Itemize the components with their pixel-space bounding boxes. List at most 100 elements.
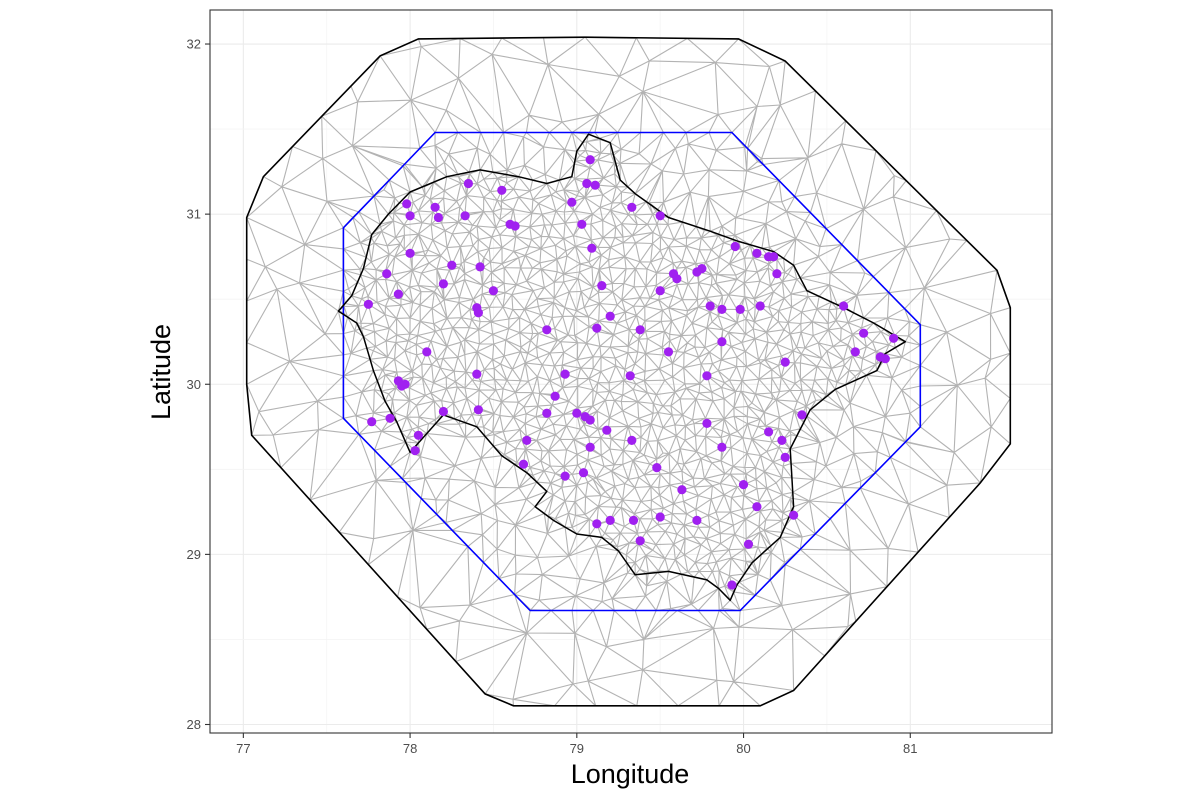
station-point bbox=[602, 425, 612, 435]
station-point bbox=[430, 202, 440, 212]
x-tick-label: 79 bbox=[570, 741, 584, 756]
station-point bbox=[859, 328, 869, 338]
station-point bbox=[677, 485, 687, 495]
station-point bbox=[655, 211, 665, 221]
station-point bbox=[717, 304, 727, 314]
station-point bbox=[397, 381, 407, 391]
x-axis-ticks: 77 78 79 80 81 bbox=[236, 733, 918, 756]
station-point bbox=[797, 410, 807, 420]
station-point bbox=[692, 515, 702, 526]
y-axis-ticks: 28 29 30 31 32 bbox=[187, 37, 210, 732]
station-point bbox=[592, 323, 602, 333]
station-point bbox=[635, 325, 645, 335]
station-point bbox=[627, 202, 637, 212]
station-point bbox=[542, 408, 552, 418]
station-point bbox=[475, 262, 485, 272]
station-point bbox=[577, 219, 587, 229]
station-point bbox=[743, 539, 754, 549]
y-axis-title: Latitude bbox=[146, 324, 176, 420]
station-point bbox=[582, 178, 592, 189]
station-point bbox=[592, 519, 602, 529]
station-point bbox=[438, 406, 448, 417]
y-tick-label: 31 bbox=[187, 207, 201, 222]
station-point bbox=[880, 354, 890, 364]
station-point bbox=[488, 286, 498, 296]
station-point bbox=[385, 413, 395, 423]
station-point bbox=[692, 267, 702, 277]
station-point bbox=[422, 347, 432, 357]
x-tick-label: 77 bbox=[236, 741, 250, 756]
station-point bbox=[635, 536, 645, 546]
station-point bbox=[727, 580, 737, 590]
station-point bbox=[850, 347, 860, 357]
station-point bbox=[497, 185, 507, 195]
station-point bbox=[560, 471, 570, 481]
station-point bbox=[402, 199, 412, 209]
station-point bbox=[447, 260, 457, 270]
station-point bbox=[367, 417, 377, 427]
station-point bbox=[769, 252, 779, 262]
station-point bbox=[585, 442, 595, 452]
station-point bbox=[382, 269, 392, 279]
station-point bbox=[587, 243, 597, 253]
station-point bbox=[752, 248, 762, 258]
station-point bbox=[717, 442, 727, 452]
station-point bbox=[473, 308, 483, 318]
station-point bbox=[777, 435, 787, 445]
station-point bbox=[560, 369, 570, 379]
station-point bbox=[655, 286, 665, 296]
station-point bbox=[705, 301, 715, 311]
station-point bbox=[627, 435, 637, 445]
points-layer bbox=[363, 155, 899, 590]
boundary-layer bbox=[245, 36, 1012, 707]
station-point bbox=[764, 427, 774, 437]
station-point bbox=[542, 325, 552, 335]
station-point bbox=[572, 408, 582, 418]
station-point bbox=[405, 248, 415, 258]
station-point bbox=[780, 357, 790, 367]
station-point bbox=[889, 333, 899, 343]
station-point bbox=[472, 369, 482, 379]
station-point bbox=[772, 269, 782, 279]
station-point bbox=[438, 279, 448, 289]
station-point bbox=[839, 301, 849, 311]
station-point bbox=[463, 178, 473, 189]
station-point bbox=[628, 515, 639, 526]
station-point bbox=[510, 221, 520, 231]
station-point bbox=[655, 512, 665, 522]
station-point bbox=[413, 430, 423, 440]
y-tick-label: 32 bbox=[187, 37, 201, 52]
region-outline bbox=[337, 133, 907, 602]
station-point bbox=[567, 197, 577, 207]
station-point bbox=[789, 510, 799, 520]
station-point bbox=[625, 371, 635, 381]
station-point bbox=[605, 515, 615, 526]
station-point bbox=[672, 274, 682, 284]
x-axis-title: Longitude bbox=[571, 759, 690, 789]
x-tick-label: 81 bbox=[903, 741, 917, 756]
station-point bbox=[730, 241, 740, 252]
x-tick-label: 80 bbox=[736, 741, 750, 756]
station-point bbox=[752, 502, 762, 512]
station-point bbox=[663, 347, 674, 357]
station-point bbox=[780, 452, 790, 462]
station-point bbox=[363, 299, 373, 309]
station-point bbox=[522, 435, 532, 445]
y-tick-label: 30 bbox=[187, 377, 201, 392]
y-tick-label: 29 bbox=[187, 547, 201, 562]
station-point bbox=[433, 212, 443, 223]
station-point bbox=[578, 468, 589, 478]
station-point bbox=[550, 391, 560, 401]
station-point bbox=[585, 415, 595, 425]
panel-border bbox=[209, 9, 1053, 734]
station-point bbox=[410, 446, 420, 456]
station-point bbox=[518, 459, 529, 469]
station-point bbox=[738, 480, 749, 490]
station-point bbox=[755, 301, 765, 311]
station-point bbox=[735, 304, 745, 314]
station-point bbox=[702, 371, 712, 381]
y-tick-label: 28 bbox=[187, 717, 201, 732]
x-tick-label: 78 bbox=[403, 741, 417, 756]
